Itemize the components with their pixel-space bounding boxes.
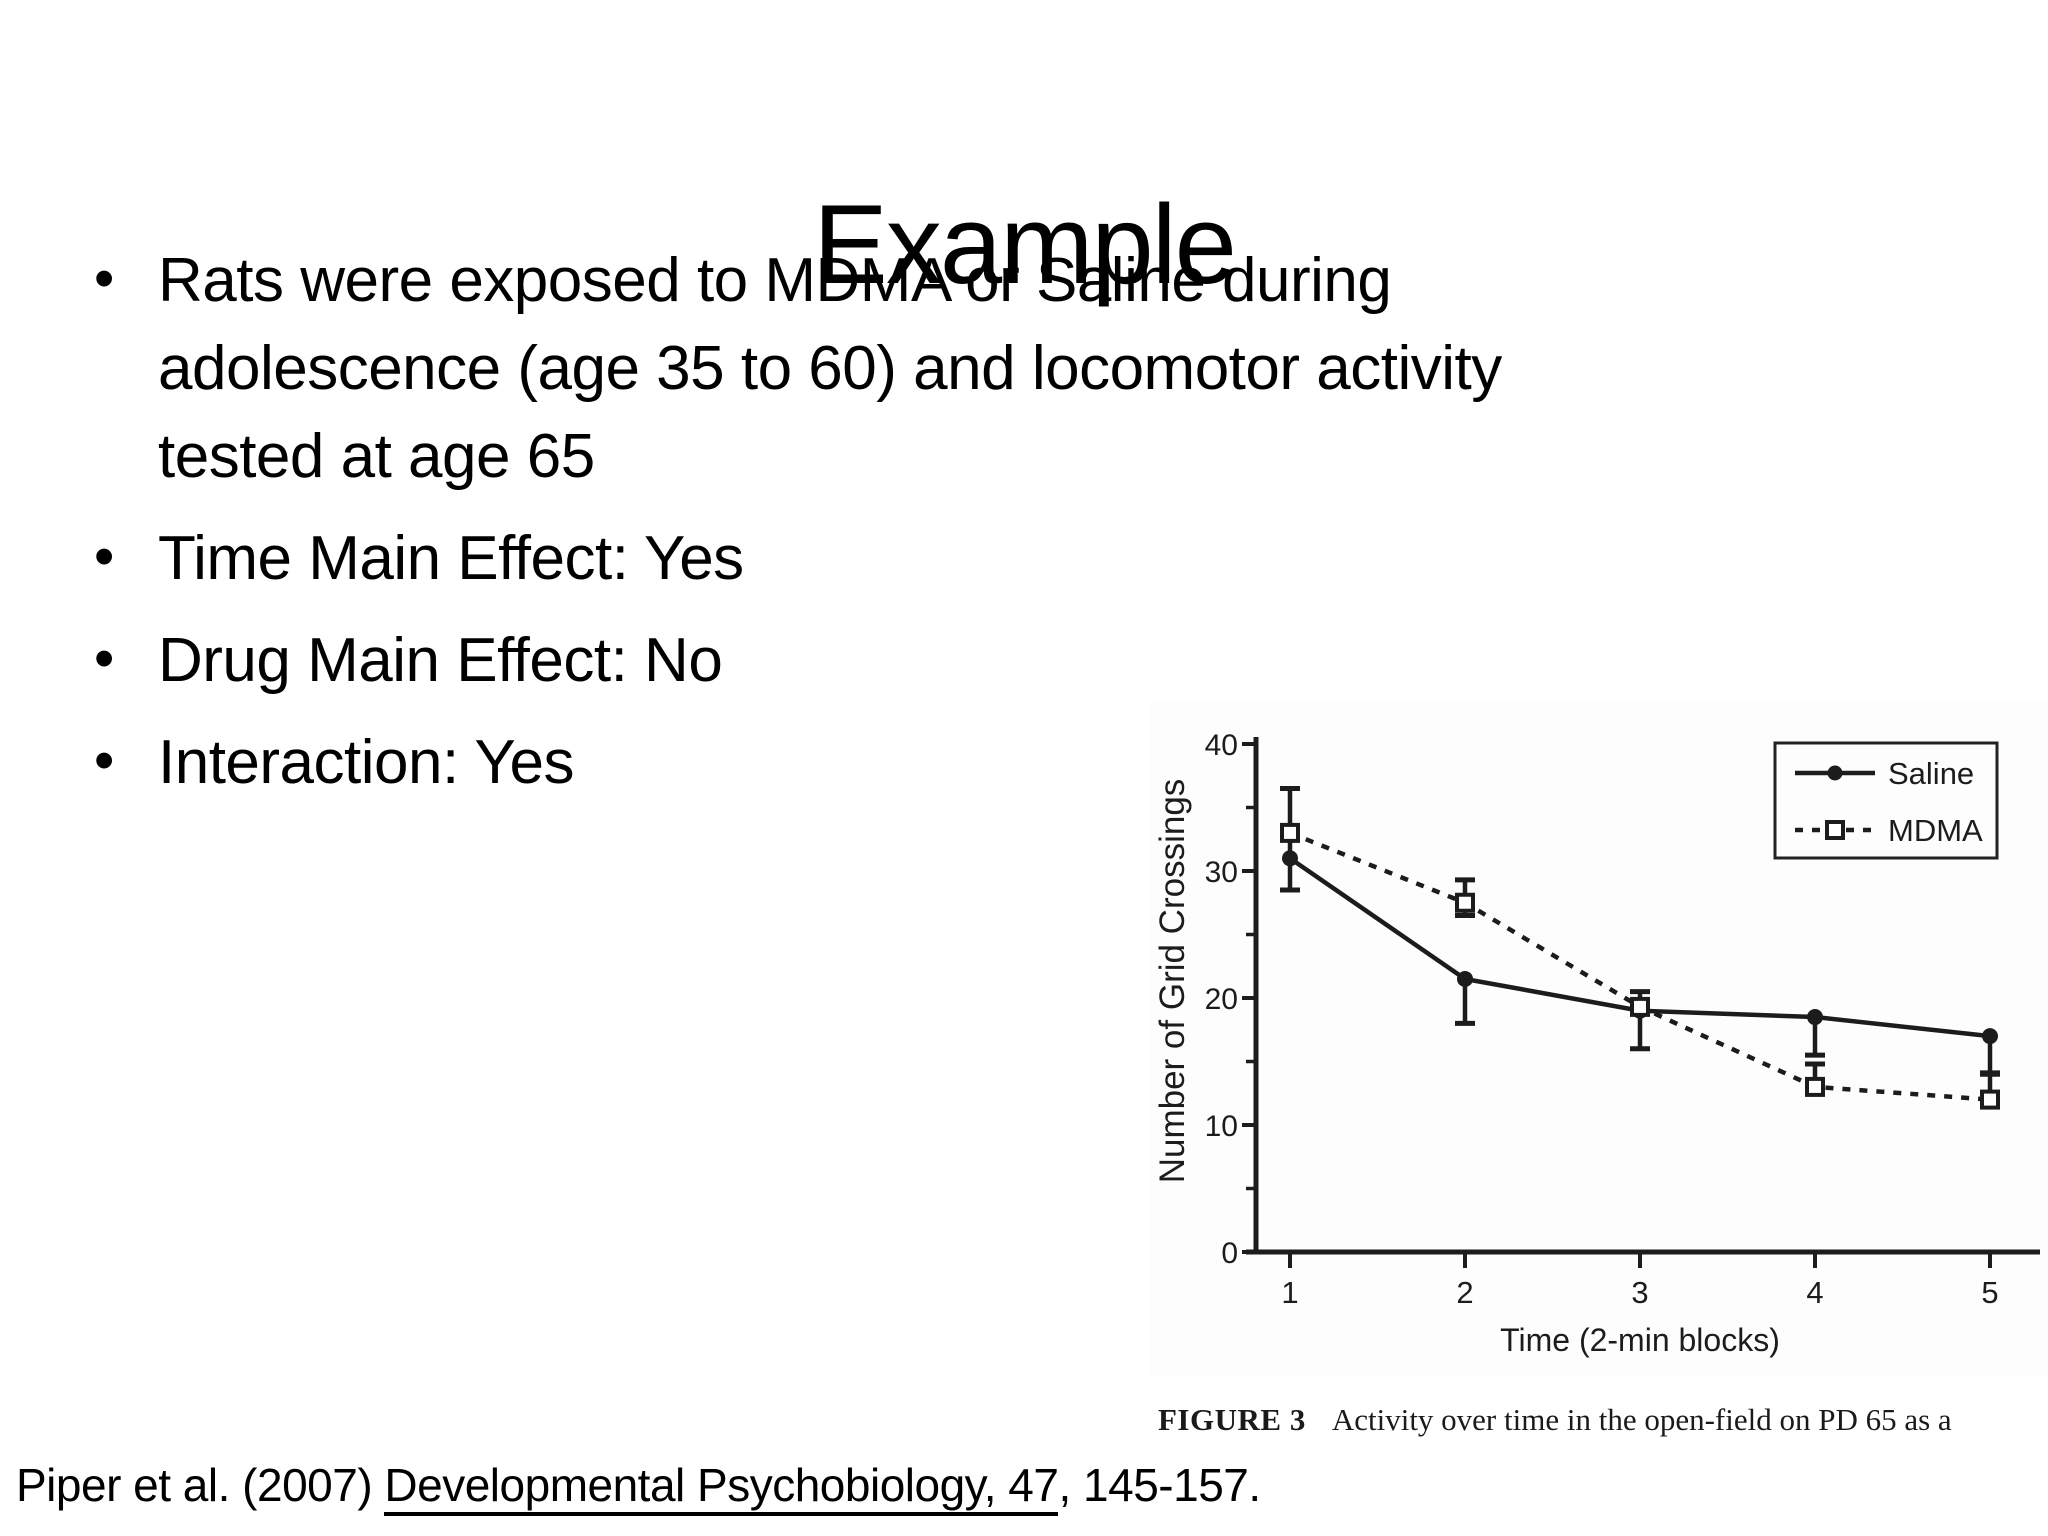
y-tick-label: 40 (1205, 729, 1238, 762)
data-point (1457, 970, 1473, 987)
bullet-item: • Drug Main Effect: No (94, 617, 1578, 705)
citation-prefix: Piper et al. (2007) (16, 1459, 385, 1511)
x-tick-label: 4 (1806, 1275, 1823, 1310)
legend-marker (1827, 765, 1843, 781)
x-tick-label: 3 (1631, 1275, 1648, 1310)
data-point (1455, 892, 1475, 913)
bullet-list: • Rats were exposed to MDMA or Saline du… (94, 237, 1578, 821)
y-tick-label: 20 (1205, 983, 1238, 1016)
bullet-item: • Interaction: Yes (94, 719, 1578, 807)
legend-label: Saline (1888, 756, 1974, 791)
bullet-item: • Rats were exposed to MDMA or Saline du… (94, 237, 1578, 501)
figure-caption: FIGURE 3 Activity over time in the open-f… (1158, 1402, 2048, 1438)
y-tick-label: 10 (1205, 1110, 1238, 1143)
bullet-text: Rats were exposed to MDMA or Saline duri… (158, 246, 1502, 492)
figure-caption-text: Activity over time in the open-field on … (1331, 1402, 1952, 1437)
data-point (1282, 850, 1298, 867)
citation: Piper et al. (2007) Developmental Psycho… (16, 1458, 1261, 1516)
data-point (1807, 1009, 1823, 1026)
figure-caption-label: FIGURE 3 (1158, 1402, 1306, 1437)
bullet-text: Time Main Effect: Yes (158, 524, 744, 594)
bullet-dot-icon: • (94, 246, 114, 311)
chart-legend: Saline MDMA (1773, 741, 1999, 860)
data-point (1805, 1076, 1825, 1097)
citation-suffix: , 145-157. (1058, 1459, 1261, 1511)
figure: 0 10 20 30 40 1 2 3 4 5 Time (2-min blocks) Number … (1150, 700, 2048, 1376)
bullet-item: • Time Main Effect: Yes (94, 515, 1578, 603)
data-point (1980, 1089, 2000, 1110)
series-mdma (1280, 785, 2000, 1110)
data-point (1630, 996, 1650, 1017)
bullet-dot-icon: • (94, 524, 114, 590)
chart-axes (1242, 737, 2040, 1268)
bullet-dot-icon: • (94, 626, 114, 692)
y-tick-label: 0 (1221, 1237, 1238, 1270)
slide-title: Example (813, 182, 1237, 308)
y-tick-label: 30 (1205, 856, 1238, 889)
legend-label: MDMA (1888, 813, 1983, 848)
series-saline (1280, 824, 2000, 1077)
bullet-dot-icon: • (94, 728, 114, 794)
citation-journal: Developmental Psychobiology, 47 (384, 1459, 1059, 1516)
bullet-text: Drug Main Effect: No (158, 626, 723, 696)
x-tick-label: 1 (1281, 1275, 1298, 1310)
y-axis-title: Number of Grid Crossings (1153, 779, 1192, 1184)
x-tick-label: 2 (1456, 1275, 1473, 1310)
figure-svg: 0 10 20 30 40 1 2 3 4 5 Time (2-min blocks) Number … (1153, 729, 2040, 1358)
x-axis-title: Time (2-min blocks) (1500, 1322, 1780, 1358)
data-point (1280, 822, 1300, 843)
data-line (1289, 830, 1991, 1102)
legend-box (1773, 741, 1999, 860)
legend-marker (1825, 820, 1845, 840)
bullet-text: Interaction: Yes (158, 728, 574, 798)
x-tick-label: 5 (1981, 1275, 1998, 1310)
data-point (1982, 1028, 1998, 1045)
